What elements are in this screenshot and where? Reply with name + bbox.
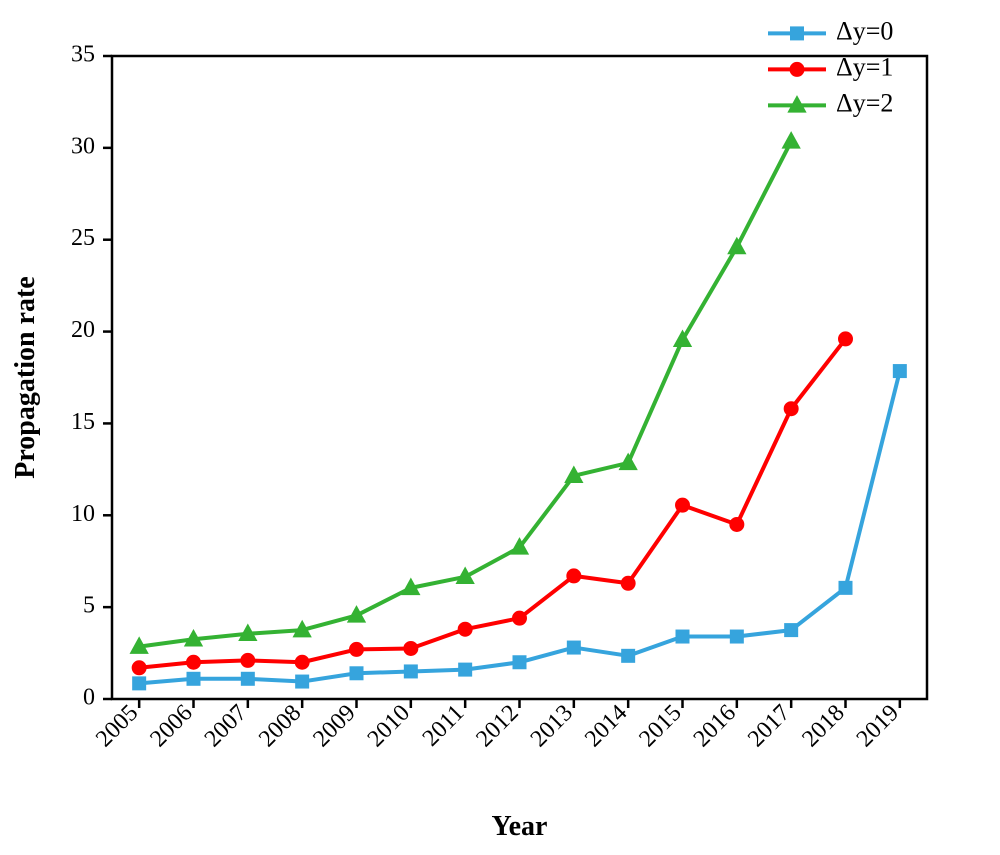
svg-text:30: 30: [71, 133, 95, 159]
svg-text:15: 15: [71, 409, 95, 435]
svg-text:25: 25: [71, 225, 95, 251]
chart-container: 0510152025303520052006200720082009201020…: [0, 0, 1000, 855]
svg-text:0: 0: [83, 685, 95, 711]
line-chart: 0510152025303520052006200720082009201020…: [0, 0, 1000, 855]
x-axis-label: Year: [492, 811, 548, 842]
svg-text:20: 20: [71, 317, 95, 343]
svg-text:Δy=0: Δy=0: [836, 16, 893, 45]
svg-text:5: 5: [83, 593, 95, 619]
y-axis-label: Propagation rate: [10, 276, 41, 478]
svg-text:10: 10: [71, 501, 95, 527]
svg-text:35: 35: [71, 42, 95, 68]
svg-text:Δy=1: Δy=1: [836, 52, 893, 81]
svg-text:Δy=2: Δy=2: [836, 88, 893, 117]
